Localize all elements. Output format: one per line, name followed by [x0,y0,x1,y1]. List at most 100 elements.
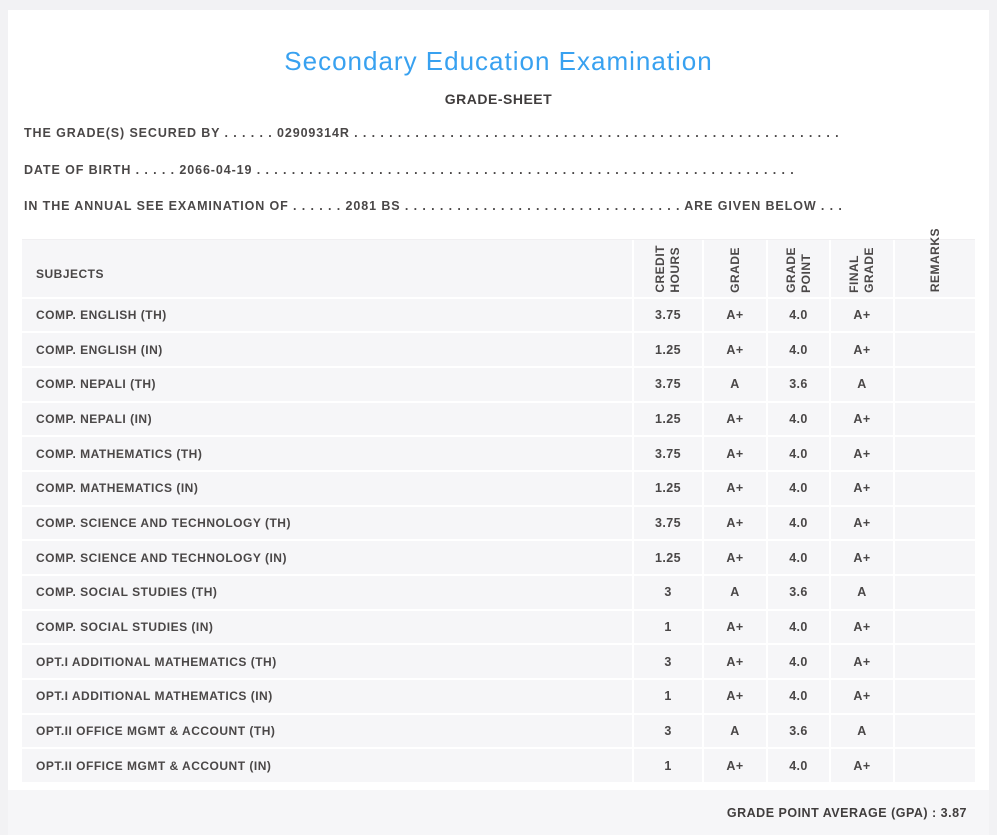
final-grade-cell: A+ [829,610,893,644]
subject-cell: COMP. SOCIAL STUDIES (IN) [22,610,632,644]
table-row: COMP. SOCIAL STUDIES (TH) 3 A 3.6 A [22,576,975,609]
final-grade-cell: A [829,367,893,401]
table-row: COMP. SOCIAL STUDIES (IN) 1 A+ 4.0 A+ [22,610,975,644]
remarks-cell [893,367,975,401]
grade-column-header: GRADE [702,239,766,297]
subject-cell: COMP. ENGLISH (IN) [22,333,632,366]
grade-cell: A+ [702,506,766,540]
grade-point-cell: 4.0 [766,298,829,332]
table-row: OPT.I ADDITIONAL MATHEMATICS (TH) 3 A+ 4.0 A… [22,645,975,679]
credit-hours-cell: 1.25 [632,471,702,505]
grade-cell: A [702,714,766,748]
info-line-candidate-id: THE GRADE(S) SECURED BY . . . . . . 0290… [24,127,840,140]
grade-cell: A+ [702,645,766,679]
table-row: COMP. ENGLISH (TH) 3.75 A+ 4.0 A+ [22,298,975,332]
credit-hours-cell: 1.25 [632,541,702,574]
page-title: Secondary Education Examination [284,46,713,76]
grade-point-cell: 3.6 [766,367,829,401]
credit-hours-cell: 1.25 [632,402,702,436]
grade-point-cell: 4.0 [766,437,829,470]
remarks-cell [893,471,975,505]
table-body: COMP. ENGLISH (TH) 3.75 A+ 4.0 A+ COMP. ENGLI… [22,298,975,783]
remarks-column-header: REMARKS [893,228,975,297]
subjects-column-header: SUBJECTS [22,239,632,297]
subject-cell: COMP. NEPALI (IN) [22,402,632,436]
credit-hours-header-label: CREDIT HOURS [653,244,682,293]
grade-point-cell: 4.0 [766,610,829,644]
final-grade-cell: A+ [829,402,893,436]
remarks-cell [893,749,975,783]
credit-hours-cell: 1 [632,680,702,713]
table-row: COMP. SCIENCE AND TECHNOLOGY (TH) 3.75 A+ 4… [22,506,975,540]
grade-point-cell: 4.0 [766,402,829,436]
grade-cell: A+ [702,610,766,644]
grade-point-header-label: GRADE POINT [783,246,813,293]
subject-cell: OPT.I ADDITIONAL MATHEMATICS (IN) [22,680,632,713]
remarks-cell [893,576,975,609]
grade-point-cell: 4.0 [766,506,829,540]
grade-point-cell: 4.0 [766,471,829,505]
subject-cell: COMP. SCIENCE AND TECHNOLOGY (IN) [22,541,632,574]
subject-cell: COMP. NEPALI (TH) [22,367,632,401]
subject-cell: OPT.I ADDITIONAL MATHEMATICS (TH) [22,645,632,679]
final-grade-cell: A+ [829,645,893,679]
remarks-cell [893,714,975,748]
grade-cell: A [702,576,766,609]
info-line-exam-year: IN THE ANNUAL SEE EXAMINATION OF . . . .… [24,200,843,213]
subjects-header-label: SUBJECTS [36,266,105,281]
subject-cell: COMP. SCIENCE AND TECHNOLOGY (TH) [22,506,632,540]
table-row: OPT.II OFFICE MGMT & ACCOUNT (TH) 3 A 3.6 A [22,714,975,748]
final-grade-cell: A+ [829,333,893,366]
grade-point-cell: 3.6 [766,576,829,609]
grade-header-label: GRADE [727,246,742,293]
final-grade-cell: A+ [829,471,893,505]
grade-cell: A+ [702,402,766,436]
grade-cell: A+ [702,749,766,783]
table-row: OPT.I ADDITIONAL MATHEMATICS (IN) 1 A+ 4.0 A… [22,680,975,713]
grade-sheet-card: Secondary Education Examination GRADE-SH… [8,10,989,835]
info-line-date-of-birth: DATE OF BIRTH . . . . . 2066-04-19 . . .… [24,163,795,176]
remarks-cell [893,610,975,644]
grade-cell: A+ [702,437,766,470]
table-row: COMP. NEPALI (IN) 1.25 A+ 4.0 A+ [22,402,975,436]
credit-hours-cell: 3.75 [632,437,702,470]
final-grade-cell: A+ [829,680,893,713]
grade-point-cell: 4.0 [766,541,829,574]
grade-point-cell: 4.0 [766,645,829,679]
credit-hours-cell: 3.75 [632,506,702,540]
remarks-cell [893,437,975,470]
credit-hours-cell: 3.75 [632,367,702,401]
final-grade-cell: A+ [829,749,893,783]
final-grade-cell: A+ [829,541,893,574]
gpa-value-text: GRADE POINT AVERAGE (GPA) : 3.87 [726,805,967,820]
credit-hours-cell: 1.25 [632,333,702,366]
final-grade-column-header: FINAL GRADE [829,239,893,297]
grade-sheet-subtitle: GRADE-SHEET [444,91,553,107]
table-row: COMP. MATHEMATICS (IN) 1.25 A+ 4.0 A+ [22,471,975,505]
candidate-info: THE GRADE(S) SECURED BY . . . . . . 0290… [8,127,989,237]
grade-cell: A+ [702,333,766,366]
table-row: COMP. NEPALI (TH) 3.75 A 3.6 A [22,367,975,401]
credit-hours-cell: 3 [632,645,702,679]
table-row: COMP. SCIENCE AND TECHNOLOGY (IN) 1.25 A+ 4… [22,541,975,574]
table-row: OPT.II OFFICE MGMT & ACCOUNT (IN) 1 A+ 4.0 A… [22,749,975,783]
grade-cell: A+ [702,541,766,574]
final-grade-header-label: FINAL GRADE [847,246,876,293]
grade-point-cell: 4.0 [766,333,829,366]
credit-hours-cell: 1 [632,749,702,783]
final-grade-cell: A+ [829,506,893,540]
remarks-cell [893,506,975,540]
grade-cell: A+ [702,298,766,332]
final-grade-cell: A+ [829,298,893,332]
grade-cell: A+ [702,471,766,505]
credit-hours-cell: 3 [632,576,702,609]
remarks-cell [893,645,975,679]
remarks-header-label: REMARKS [927,228,942,293]
final-grade-cell: A+ [829,437,893,470]
remarks-cell [893,402,975,436]
remarks-cell [893,298,975,332]
credit-hours-cell: 3.75 [632,298,702,332]
remarks-cell [893,680,975,713]
table-row: COMP. MATHEMATICS (TH) 3.75 A+ 4.0 A+ [22,437,975,470]
credit-hours-column-header: CREDIT HOURS [632,239,702,297]
